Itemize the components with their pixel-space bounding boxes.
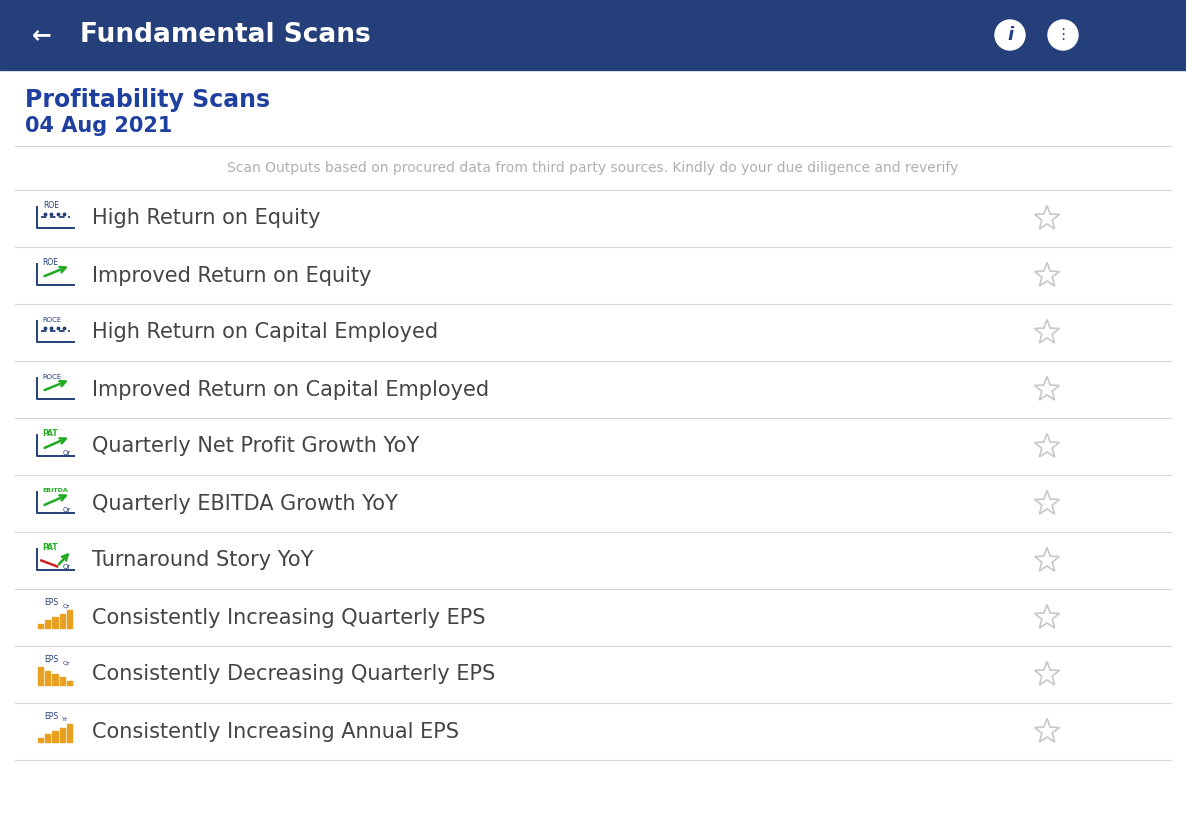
Text: ←: ← (32, 23, 52, 47)
Bar (66, 724, 72, 742)
Bar (66, 610, 72, 628)
Text: Consistently Increasing Quarterly EPS: Consistently Increasing Quarterly EPS (93, 607, 485, 628)
Text: PAT: PAT (42, 429, 58, 438)
Text: High Return on Equity: High Return on Equity (93, 208, 320, 229)
Text: i: i (1007, 26, 1013, 44)
Text: Qr: Qr (63, 564, 71, 570)
Text: Profitability Scans: Profitability Scans (25, 88, 270, 112)
Text: EBITDA: EBITDA (43, 488, 68, 493)
Bar (38, 667, 43, 685)
Circle shape (1048, 20, 1078, 50)
Bar (0, 0, 1186, 70)
Text: 04 Aug 2021: 04 Aug 2021 (25, 116, 172, 136)
Bar (52, 617, 58, 628)
Bar (52, 674, 58, 685)
Text: High Return on Capital Employed: High Return on Capital Employed (93, 322, 438, 343)
Text: Turnaround Story YoY: Turnaround Story YoY (93, 550, 313, 571)
Text: ROE: ROE (44, 202, 59, 211)
Bar (38, 738, 43, 742)
Text: ⋮: ⋮ (1056, 26, 1071, 41)
Bar (45, 734, 50, 742)
Text: Quarterly EBITDA Growth YoY: Quarterly EBITDA Growth YoY (93, 493, 397, 514)
Text: Consistently Decreasing Quarterly EPS: Consistently Decreasing Quarterly EPS (93, 664, 496, 685)
Bar (59, 677, 65, 685)
Text: Yr: Yr (63, 718, 69, 723)
Text: ROCE: ROCE (42, 374, 62, 380)
Text: Qr: Qr (63, 661, 70, 666)
Text: EPS: EPS (45, 712, 58, 721)
Text: EPS: EPS (45, 598, 58, 607)
Text: Qr: Qr (63, 604, 70, 609)
Text: ROE: ROE (43, 259, 58, 268)
Text: Qr: Qr (63, 450, 71, 456)
Text: Improved Return on Equity: Improved Return on Equity (93, 265, 371, 286)
Text: Scan Outputs based on procured data from third party sources. Kindly do your due: Scan Outputs based on procured data from… (228, 161, 958, 175)
Bar (59, 614, 65, 628)
Bar (45, 671, 50, 685)
Text: ROCE: ROCE (42, 317, 62, 323)
Text: Quarterly Net Profit Growth YoY: Quarterly Net Profit Growth YoY (93, 436, 419, 457)
Bar (59, 728, 65, 742)
Text: Fundamental Scans: Fundamental Scans (79, 22, 371, 48)
Text: Consistently Increasing Annual EPS: Consistently Increasing Annual EPS (93, 721, 459, 742)
Bar (66, 681, 72, 685)
Text: PAT: PAT (42, 543, 58, 552)
Text: EPS: EPS (45, 655, 58, 664)
Text: Qr: Qr (63, 507, 71, 513)
Text: Improved Return on Capital Employed: Improved Return on Capital Employed (93, 379, 489, 400)
Bar (45, 620, 50, 628)
Bar (52, 731, 58, 742)
Circle shape (995, 20, 1025, 50)
Bar (38, 624, 43, 628)
